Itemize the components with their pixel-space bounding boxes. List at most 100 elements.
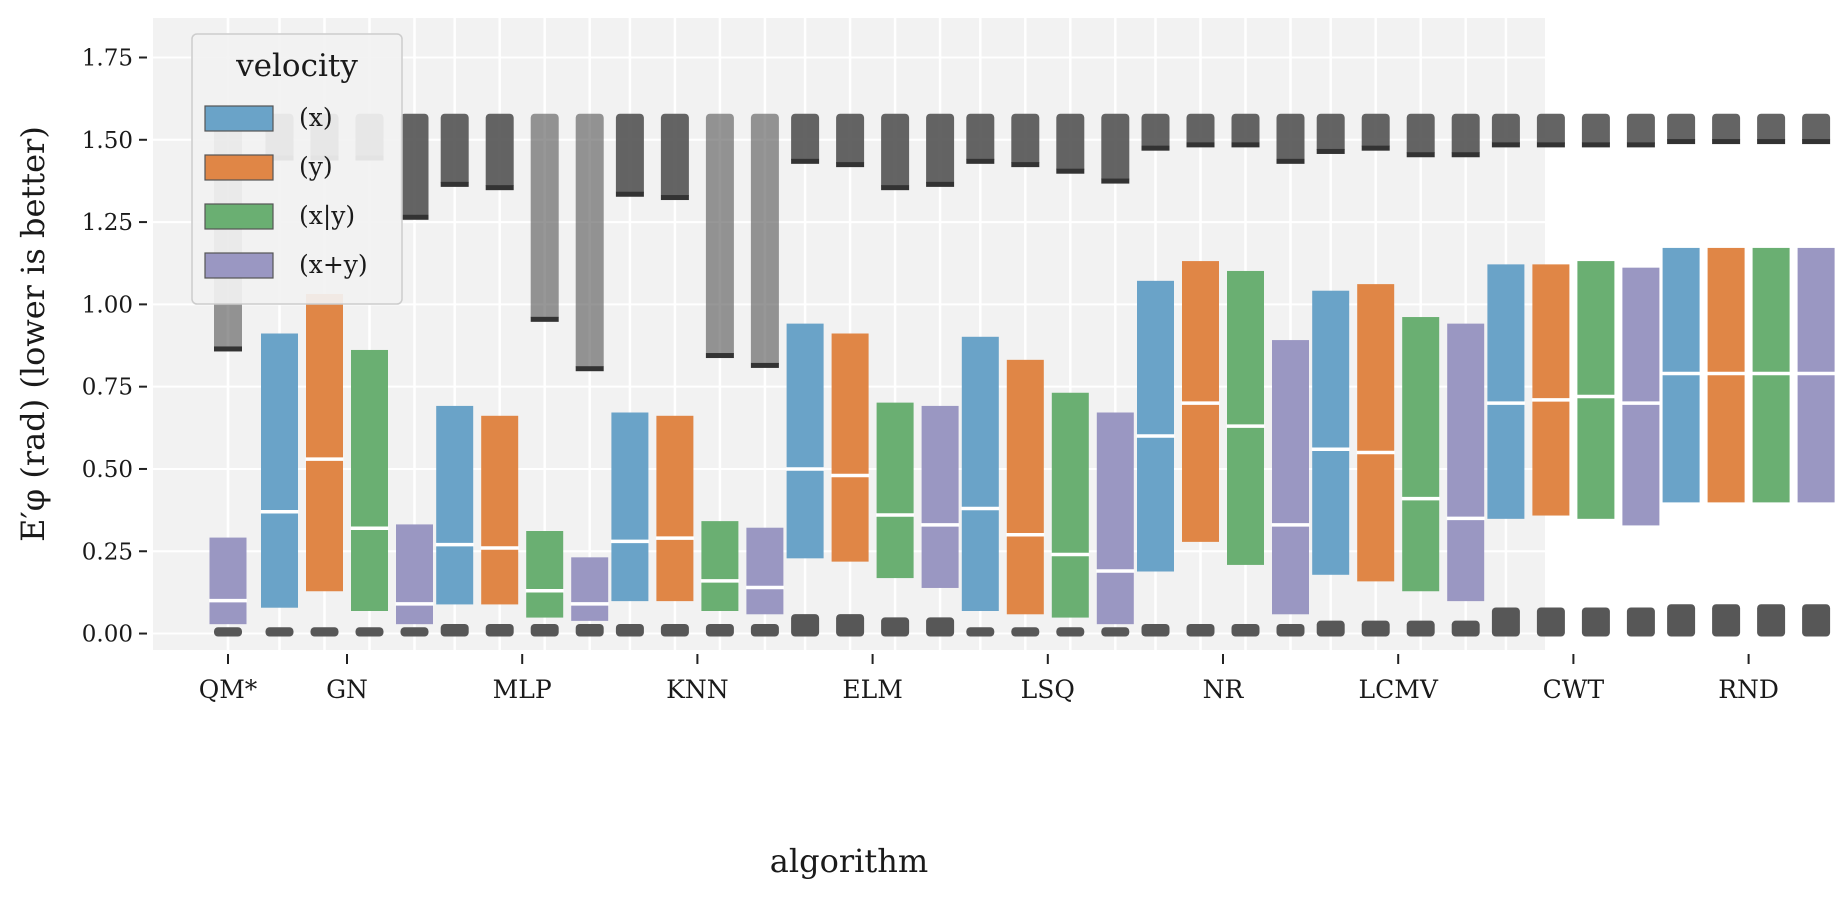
legend-frame [191,33,403,305]
outlier-cluster-low [1231,623,1260,637]
outlier-cluster-edge [1451,152,1480,158]
legend-swatch [204,105,274,132]
legend-entries: (x) (y) (x|y) (x+y) [204,103,368,279]
outlier-cluster-edge [705,353,734,359]
outlier-cluster-low [355,627,384,637]
box-(x+y) [571,557,609,621]
box-(y) [656,415,694,602]
outlier-cluster-edge [1011,162,1040,168]
outlier-cluster-edge [926,181,955,187]
outlier-cluster-high [1451,113,1480,157]
outlier-cluster-low [1712,604,1741,637]
x-tick-label: GN [326,675,368,704]
legend-title: velocity [235,48,358,84]
box-(x+y) [1622,267,1660,526]
y-tick-label: 0.50 [82,457,133,483]
box-(x|y) [1402,317,1440,592]
x-tick-label: RND [1718,675,1779,704]
outlier-cluster-low [265,627,294,637]
box-(y) [1532,264,1570,516]
outlier-cluster-low [1276,623,1305,637]
outlier-cluster-low [575,623,604,637]
outlier-cluster-edge [1491,142,1520,148]
outlier-cluster-high [575,113,604,371]
outlier-cluster-edge [660,195,689,201]
legend-swatch [204,203,274,230]
outlier-cluster-edge [791,158,820,164]
box-(x+y) [1447,323,1485,602]
outlier-cluster-edge [1626,142,1655,148]
outlier-cluster-low [1626,607,1655,637]
outlier-cluster-low [791,614,820,637]
outlier-cluster-edge [1186,142,1215,148]
outlier-cluster-high [1802,113,1831,144]
outlier-cluster-high [530,113,559,321]
outlier-cluster-high [1011,113,1040,167]
box-(x) [786,323,824,559]
outlier-cluster-low [1406,620,1435,637]
outlier-cluster-edge [530,316,559,322]
outlier-cluster-low [530,623,559,637]
legend-label: (y) [299,152,333,181]
outlier-cluster-edge [1056,168,1085,174]
outlier-cluster-low [1536,607,1565,637]
y-tick-label: 1.00 [82,292,133,318]
outlier-cluster-low [1581,607,1610,637]
outlier-cluster-high [1536,113,1565,147]
x-tick-label: LCMV [1359,675,1439,704]
outlier-cluster-edge [1276,158,1305,164]
box-(x) [1137,280,1174,572]
outlier-cluster-edge [1141,145,1170,151]
box-(x|y) [351,349,388,611]
outlier-cluster-low [400,627,429,637]
legend-label: (x|y) [299,201,355,231]
outlier-cluster-low [485,623,514,637]
box-(x) [1487,264,1525,519]
outlier-cluster-low [310,627,339,637]
outlier-cluster-high [1186,113,1215,147]
outlier-cluster-low [1141,623,1170,637]
x-tick-label: LSQ [1021,675,1075,704]
outlier-cluster-edge [1667,139,1696,145]
outlier-cluster-edge [1757,139,1786,145]
axes: 0.00 0.25 0.50 0.75 1.00 1.25 1.50 1.75 QM* GN MLP… [82,46,1779,705]
y-tick-label: 0.00 [82,622,133,648]
box-(x+y) [209,537,247,625]
x-axis-label: algorithm [770,842,928,880]
outlier-cluster-high [615,113,644,196]
outlier-cluster-high [926,113,955,186]
outlier-cluster-high [1101,113,1130,183]
outlier-cluster-low [1101,627,1130,637]
outlier-cluster-high [1276,113,1305,163]
x-tick-label: ELM [842,675,902,704]
y-tick-label: 0.25 [82,539,133,565]
legend-swatch [204,154,274,181]
box-(x+y) [746,527,784,615]
box-(x|y) [526,531,564,618]
outlier-cluster-high [1626,113,1655,147]
outlier-cluster-high [966,113,995,163]
outlier-cluster-edge [1361,145,1390,151]
box-(x) [1312,290,1350,575]
box-(y) [481,415,519,605]
box-(x) [436,405,474,605]
outlier-cluster-low [1757,604,1786,637]
x-tick-label: NR [1203,675,1245,704]
outlier-cluster-low [966,627,995,637]
outlier-cluster-edge [615,191,644,197]
outlier-cluster-high [400,113,429,219]
outlier-cluster-high [1316,113,1345,153]
box-(x) [961,336,999,611]
outlier-cluster-edge [214,346,242,352]
outlier-cluster-edge [575,366,604,372]
outlier-cluster-high [1141,113,1170,150]
box-(x|y) [1227,270,1264,565]
box-(x|y) [1051,392,1089,618]
box-(x+y) [1096,412,1134,625]
outlier-cluster-high [440,113,469,186]
outlier-cluster-low [1802,604,1831,637]
outlier-cluster-high [1361,113,1390,150]
outlier-cluster-low [1316,620,1345,637]
outlier-cluster-edge [1406,152,1435,158]
